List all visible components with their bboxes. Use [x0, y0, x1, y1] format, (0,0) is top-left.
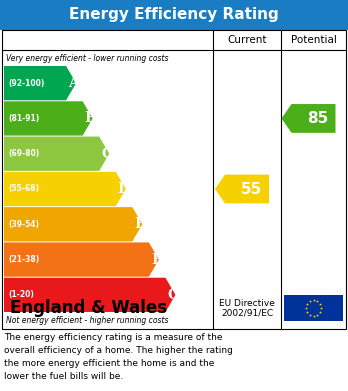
Text: E: E [134, 217, 145, 231]
Text: 85: 85 [307, 111, 328, 126]
Text: lower the fuel bills will be.: lower the fuel bills will be. [4, 372, 123, 381]
Text: A: A [68, 76, 79, 90]
Text: (1-20): (1-20) [8, 291, 34, 300]
Polygon shape [4, 66, 76, 100]
Text: Potential: Potential [291, 35, 337, 45]
Text: C: C [101, 147, 112, 161]
Polygon shape [4, 242, 159, 277]
Polygon shape [4, 278, 175, 312]
Text: overall efficiency of a home. The higher the rating: overall efficiency of a home. The higher… [4, 346, 233, 355]
Text: F: F [151, 253, 161, 267]
Text: (92-100): (92-100) [8, 79, 45, 88]
Polygon shape [282, 104, 335, 133]
Text: The energy efficiency rating is a measure of the: The energy efficiency rating is a measur… [4, 333, 222, 342]
Polygon shape [4, 207, 142, 241]
Text: G: G [167, 288, 179, 302]
Text: (69-80): (69-80) [8, 149, 39, 158]
Text: Energy Efficiency Rating: Energy Efficiency Rating [69, 7, 279, 23]
Text: (55-68): (55-68) [8, 185, 39, 194]
Polygon shape [4, 136, 109, 171]
Polygon shape [4, 172, 126, 206]
Bar [284, 295, 343, 321]
Bar [0, 0, 348, 30]
Bar [2, 30, 346, 329]
Text: Not energy efficient - higher running costs: Not energy efficient - higher running co… [6, 316, 168, 325]
Text: Current: Current [227, 35, 267, 45]
Polygon shape [4, 101, 93, 136]
Text: D: D [118, 182, 130, 196]
Text: B: B [85, 111, 96, 126]
Text: 2002/91/EC: 2002/91/EC [221, 308, 273, 317]
Text: the more energy efficient the home is and the: the more energy efficient the home is an… [4, 359, 214, 368]
Text: England & Wales: England & Wales [10, 299, 167, 317]
Text: 55: 55 [240, 181, 262, 197]
Text: Very energy efficient - lower running costs: Very energy efficient - lower running co… [6, 54, 168, 63]
Text: EU Directive: EU Directive [219, 298, 275, 307]
Polygon shape [215, 175, 269, 203]
Text: (21-38): (21-38) [8, 255, 39, 264]
Text: (39-54): (39-54) [8, 220, 39, 229]
Text: (81-91): (81-91) [8, 114, 39, 123]
